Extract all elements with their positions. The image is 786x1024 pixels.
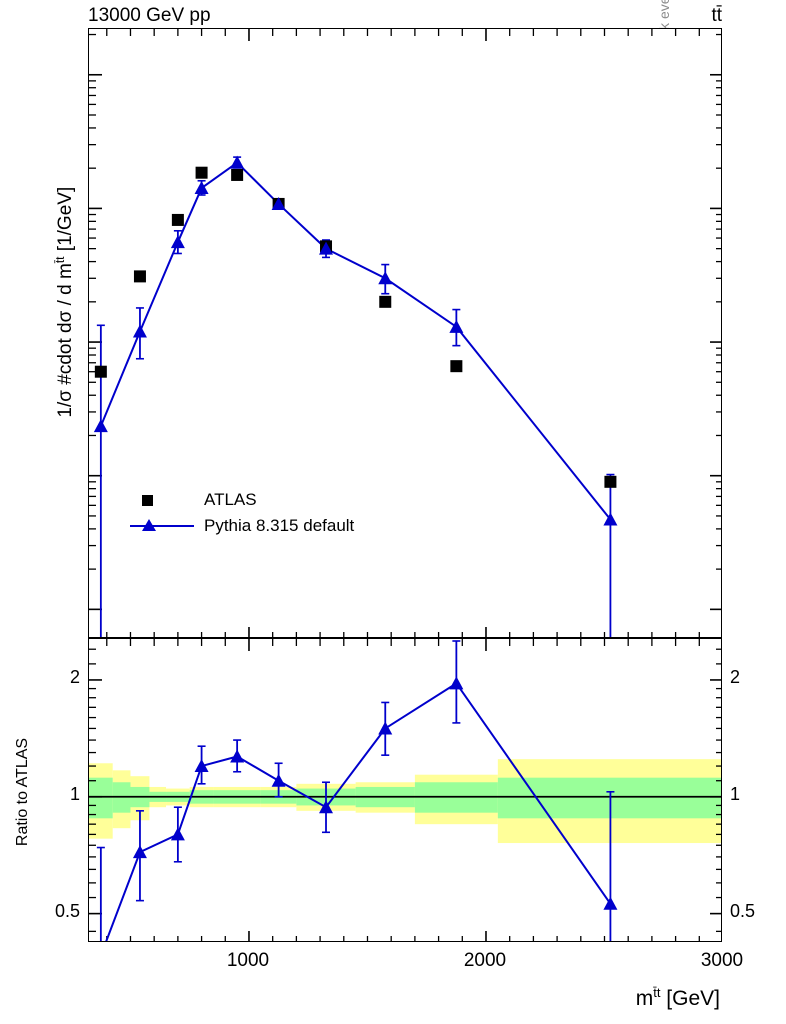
x-axis-label: mt̄t [GeV] <box>635 985 720 1010</box>
legend-entry: Pythia 8.315 default <box>130 513 354 539</box>
process-label: tt̄ <box>711 5 722 26</box>
legend-key-mc <box>130 515 200 537</box>
x-axis-tick-label: 3000 <box>700 950 744 971</box>
mc-curve <box>99 161 612 521</box>
ratio-mc-curve <box>105 681 612 941</box>
main-plot-frame <box>88 28 722 638</box>
legend-triangle-marker-icon <box>142 519 156 531</box>
ratio-tick-label-left: 2 <box>69 666 80 687</box>
main-plot-svg <box>89 29 721 637</box>
ratio-tick-label-right: 1 <box>730 783 741 804</box>
legend-square-marker-icon <box>142 495 153 506</box>
ratio-plot-area <box>89 639 721 941</box>
ratio-tick-label-left: 1 <box>69 783 80 804</box>
y-axis-label: 1/σ #cdot dσ / d mt̄t [1/GeV] <box>52 186 77 418</box>
legend-label: ATLAS <box>204 490 257 509</box>
legend-entry: ATLAS <box>130 487 354 513</box>
legend-line-icon <box>130 525 194 527</box>
legend-key-data <box>130 489 200 511</box>
collision-energy-label: 13000 GeV pp <box>88 5 211 26</box>
ratio-plot-frame <box>88 638 722 942</box>
mc-markers <box>93 155 618 526</box>
ratio-tick-label-right: 0.5 <box>730 900 756 921</box>
main-plot-area <box>89 29 721 637</box>
ratio-tick-label-left: 0.5 <box>54 900 80 921</box>
x-axis-tick-label: 1000 <box>226 950 270 971</box>
legend: ATLAS Pythia 8.315 default <box>130 487 354 539</box>
data-markers <box>94 166 617 488</box>
legend-label: Pythia 8.315 default <box>204 516 355 535</box>
ratio-plot-svg <box>89 639 721 941</box>
x-axis-tick-label: 2000 <box>463 950 507 971</box>
ratio-mc-markers <box>132 676 618 910</box>
ratio-tick-label-right: 2 <box>730 666 741 687</box>
